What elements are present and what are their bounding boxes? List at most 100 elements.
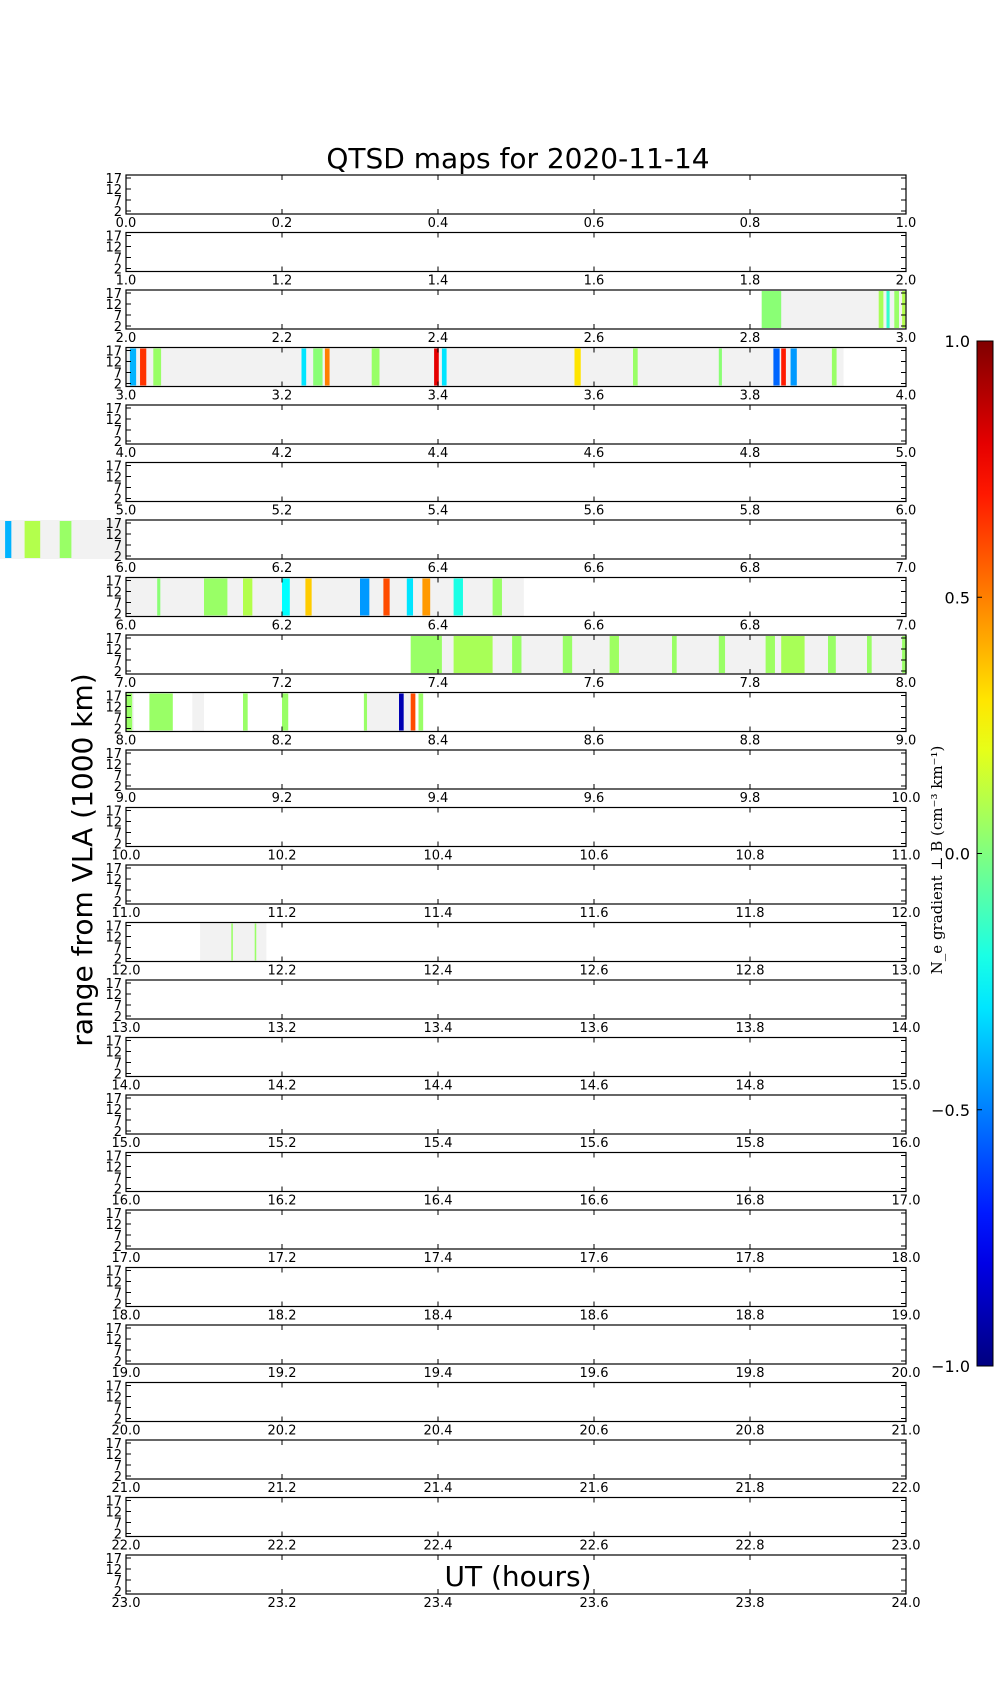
y-tick-label: 2	[114, 838, 122, 853]
gradient-feature	[453, 636, 493, 673]
gradient-feature	[243, 578, 253, 616]
y-tick-label: 12	[105, 1563, 122, 1578]
gradient-feature	[422, 578, 431, 616]
x-tick-label: 5.0	[896, 446, 917, 461]
x-tick-label: 8.0	[896, 676, 917, 691]
x-tick-label: 17.0	[112, 1251, 141, 1266]
y-tick-label: 12	[105, 1506, 122, 1521]
x-tick-label: 6.2	[272, 561, 293, 576]
gradient-feature	[672, 636, 677, 673]
coverage-region	[126, 347, 844, 387]
panel-frame	[125, 1209, 907, 1250]
coverage-region	[761, 290, 906, 329]
x-tick-label: 9.6	[584, 791, 605, 806]
y-tick-label: 2	[114, 953, 122, 968]
y-tick-label: 12	[105, 643, 122, 658]
gradient-feature	[149, 693, 173, 731]
colorbar-tick-label: −1.0	[931, 1357, 970, 1376]
x-tick-label: 10.2	[268, 849, 297, 864]
y-tick-label: 2	[114, 780, 122, 795]
x-tick-label: 5.8	[740, 504, 761, 519]
x-tick-label: 20.0	[112, 1424, 141, 1439]
gradient-feature	[324, 348, 330, 386]
gradient-feature	[492, 578, 502, 616]
x-tick-label: 23.8	[736, 1596, 765, 1611]
y-tick-label: 7	[114, 1344, 122, 1359]
y-tick-label: 12	[105, 1161, 122, 1176]
y-tick-label: 7	[114, 654, 122, 669]
x-tick-label: 17.8	[736, 1251, 765, 1266]
x-tick-label: 22.2	[268, 1539, 297, 1554]
y-tick-label: 2	[114, 1183, 122, 1198]
y-tick-label: 7	[114, 827, 122, 842]
gradient-feature	[828, 636, 836, 673]
x-tick-label: 5.0	[116, 504, 137, 519]
x-tick-label: 7.0	[896, 619, 917, 634]
x-tick-label: 15.6	[580, 1136, 609, 1151]
x-tick-label: 4.8	[740, 446, 761, 461]
x-tick-label: 4.2	[272, 446, 293, 461]
panel-frame	[125, 1151, 907, 1193]
colorbar: 1.0 0.5 0.0 −0.5 −1.0 N_e gradient ⊥ B (cm⁻³ …	[928, 332, 994, 1376]
x-tick-label: 17.4	[424, 1251, 453, 1266]
x-tick-label: 14.4	[424, 1079, 453, 1094]
x-tick-label: 13.2	[268, 1021, 297, 1036]
x-tick-label: 7.8	[740, 676, 761, 691]
y-tick-label: 2	[114, 1528, 122, 1543]
panel-frame	[125, 1496, 907, 1538]
x-tick-label: 13.8	[736, 1021, 765, 1036]
x-tick-label: 23.0	[892, 1539, 921, 1554]
x-tick-label: 22.8	[736, 1539, 765, 1554]
gradient-feature	[313, 348, 323, 386]
x-tick-label: 14.0	[892, 1021, 921, 1036]
panel-frame	[125, 749, 907, 790]
x-tick-label: 23.4	[424, 1596, 453, 1611]
coverage-region	[410, 635, 906, 674]
y-tick-label: 17	[105, 1437, 122, 1452]
y-tick-label: 7	[114, 424, 122, 439]
y-tick-label: 17	[105, 287, 122, 302]
gradient-feature	[5, 521, 12, 558]
x-tick-label: 7.2	[272, 676, 293, 691]
gradient-feature	[441, 348, 447, 386]
y-tick-label: 2	[114, 665, 122, 680]
y-tick-label: 12	[105, 1391, 122, 1406]
x-tick-label: 12.0	[112, 964, 141, 979]
panel-frame	[125, 864, 907, 905]
x-tick-label: 1.0	[116, 274, 137, 289]
x-tick-label: 13.6	[580, 1021, 609, 1036]
x-tick-label: 13.0	[892, 964, 921, 979]
x-tick-label: 5.4	[428, 504, 449, 519]
gradient-feature	[886, 291, 890, 328]
x-tick-label: 7.6	[584, 676, 605, 691]
gradient-feature	[157, 578, 161, 616]
x-tick-label: 6.4	[428, 561, 449, 576]
x-tick-label: 18.4	[424, 1309, 453, 1324]
x-tick-label: 9.0	[116, 791, 137, 806]
y-tick-label: 7	[114, 194, 122, 209]
x-tick-label: 18.2	[268, 1309, 297, 1324]
y-tick-label: 2	[114, 320, 122, 335]
y-tick-label: 17	[105, 230, 122, 245]
panel-frame	[125, 1036, 907, 1078]
x-tick-label: 10.0	[112, 849, 141, 864]
y-tick-label: 17	[105, 1035, 122, 1050]
y-tick-label: 17	[105, 1495, 122, 1510]
x-tick-label: 23.2	[268, 1596, 297, 1611]
x-tick-label: 17.2	[268, 1251, 297, 1266]
x-tick-label: 20.2	[268, 1424, 297, 1439]
y-tick-label: 12	[105, 816, 122, 831]
x-tick-label: 14.8	[736, 1079, 765, 1094]
gradient-feature	[434, 348, 439, 386]
gradient-feature	[410, 636, 442, 673]
gradient-feature	[406, 578, 414, 616]
x-tick-label: 22.6	[580, 1539, 609, 1554]
x-tick-label: 3.0	[896, 331, 917, 346]
